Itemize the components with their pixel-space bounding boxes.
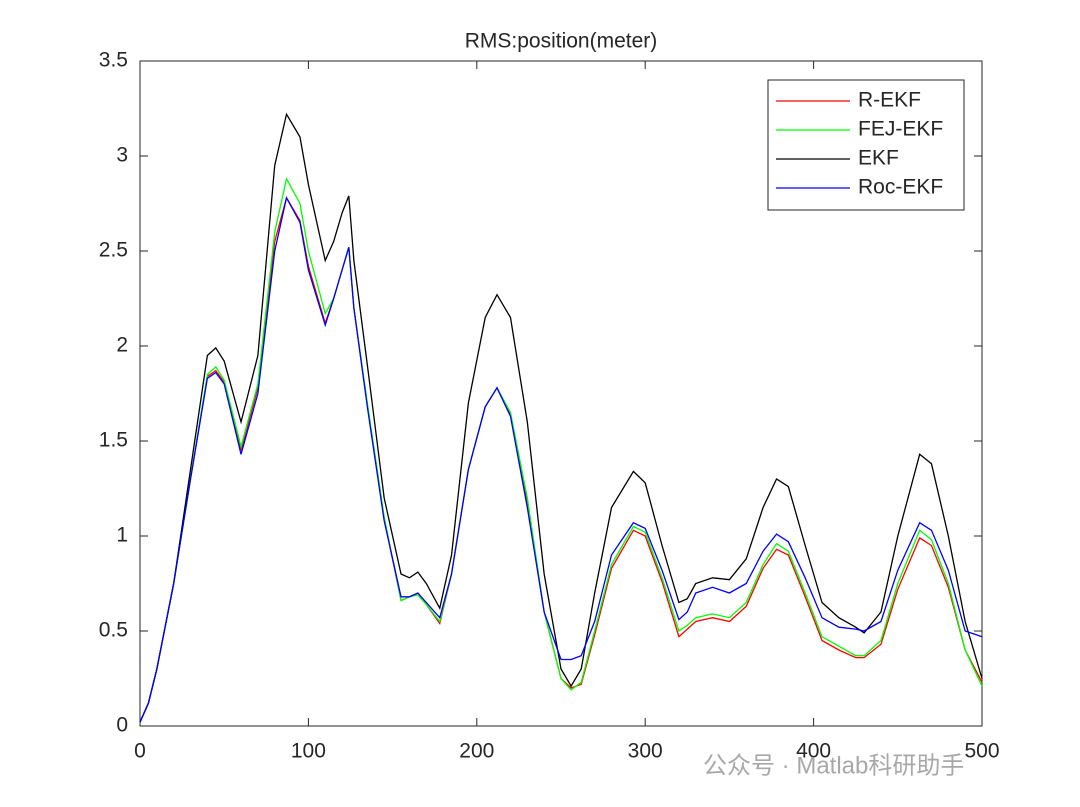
y-tick-label: 0.5 [99,619,128,642]
legend-label: Roc-EKF [858,176,943,199]
y-tick-label: 2.5 [99,239,128,262]
x-tick-label: 300 [628,740,663,763]
x-tick-label: 100 [291,740,326,763]
legend-label: EKF [858,147,899,170]
series-line [139,195,983,723]
legend: R-EKF FEJ-EKF EKF Roc-EKF [767,79,965,211]
y-tick-label: 1.5 [99,429,128,452]
x-tick-label: 0 [134,740,146,763]
watermark: 公众号 · Matlab科研助手 [703,752,964,779]
chart-title: RMS:position(meter) [465,30,658,53]
x-tick-label: 500 [964,740,999,763]
y-tick-label: 2 [116,334,128,357]
x-tick-label: 200 [459,740,494,763]
y-tick-label: 0 [116,714,128,737]
y-tick-label: 3 [116,144,128,167]
y-tick-label: 3.5 [99,49,128,72]
x-tick-label: 400 [796,740,831,763]
legend-label: FEJ-EKF [858,118,943,141]
legend-label: R-EKF [858,89,921,112]
series-line [139,176,983,723]
y-tick-label: 1 [116,524,128,547]
series-line [139,112,983,723]
